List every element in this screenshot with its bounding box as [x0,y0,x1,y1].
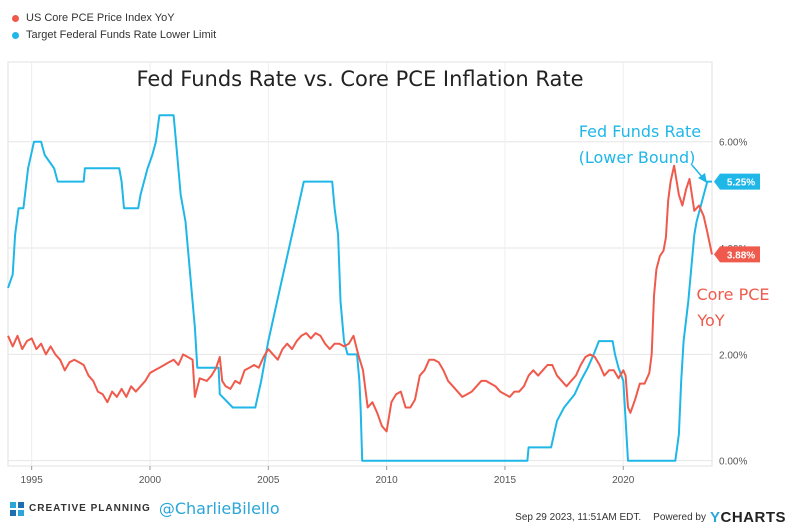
brand-name: CREATIVE PLANNING [29,503,151,514]
ycharts-logo-initial: Y [709,509,721,526]
legend-label-core-pce: US Core PCE Price Index YoY [26,12,175,24]
legend: US Core PCE Price Index YoY Target Feder… [12,10,216,44]
fed-funds-end-value: 5.25% [727,178,755,189]
x-tick-label: 2010 [375,475,398,486]
x-tick-label: 2000 [139,475,162,486]
legend-dot-core-pce [12,15,19,22]
x-tick-label: 1995 [21,475,44,486]
ycharts-logo[interactable]: YCHARTS [710,509,786,526]
creative-planning-logo-icon [10,501,24,516]
powered-by-label: Powered by [653,512,706,523]
y-tick-label: 6.00% [719,138,747,149]
x-tick-label: 2015 [494,475,517,486]
core-pce-annotation-line1: Core PCE [696,285,769,304]
core-pce-annotation-line2: YoY [696,311,724,330]
y-tick-label: 0.00% [719,457,747,468]
x-tick-label: 2005 [257,475,280,486]
plot-frame [7,61,713,467]
ycharts-logo-text: CHARTS [720,509,786,526]
y-tick-label: 2.00% [719,350,747,361]
legend-dot-fed-funds [12,32,19,39]
legend-item-fed-funds[interactable]: Target Federal Funds Rate Lower Limit [12,27,216,44]
x-tick-label: 2020 [612,475,635,486]
author-handle[interactable]: @CharlieBilello [158,499,280,518]
footer-source: Sep 29 2023, 11:51AM EDT. Powered by YCH… [515,509,786,526]
legend-item-core-pce[interactable]: US Core PCE Price Index YoY [12,10,216,27]
core-pce-end-badge [714,246,760,263]
fed-funds-end-badge [714,173,760,190]
footer-brand: CREATIVE PLANNING @CharlieBilello [10,499,280,518]
fed-funds-rate-line [7,114,712,462]
core-pce-line [7,164,713,433]
fed-funds-annotation-line2: (Lower Bound) [579,148,696,167]
fed-funds-annotation-arrowhead [698,173,707,183]
fed-funds-annotation-line1: Fed Funds Rate [579,122,701,141]
core-pce-end-value: 3.88% [727,250,755,261]
legend-label-fed-funds: Target Federal Funds Rate Lower Limit [26,29,217,41]
timestamp: Sep 29 2023, 11:51AM EDT. [515,512,642,523]
chart-title: Fed Funds Rate vs. Core PCE Inflation Ra… [136,67,583,91]
